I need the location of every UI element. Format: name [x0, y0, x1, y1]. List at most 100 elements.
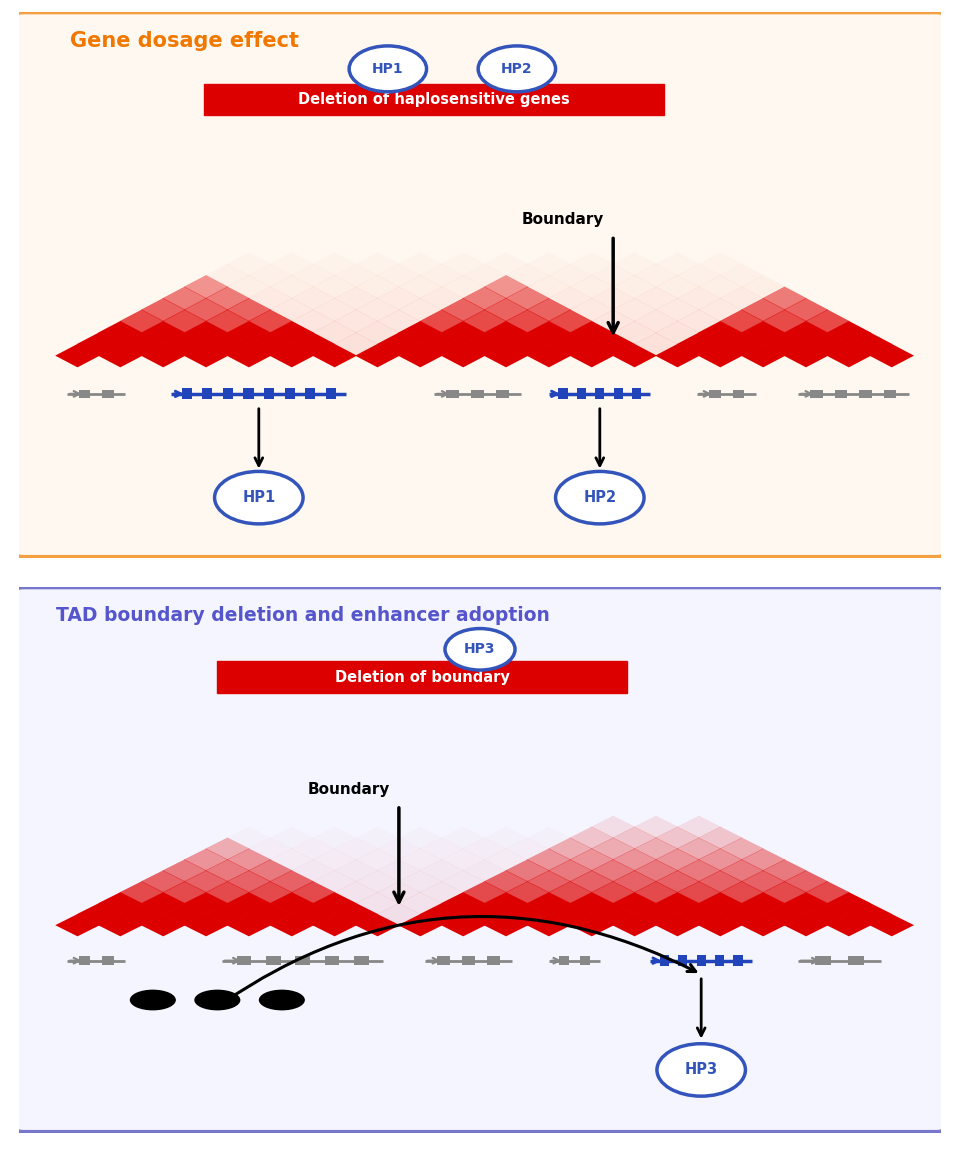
Polygon shape [677, 815, 721, 838]
Polygon shape [634, 859, 679, 882]
Polygon shape [527, 871, 571, 892]
Polygon shape [205, 332, 250, 355]
Bar [264, 389, 275, 399]
Polygon shape [719, 859, 764, 882]
Polygon shape [698, 321, 743, 344]
Polygon shape [376, 286, 421, 311]
Polygon shape [183, 275, 228, 299]
Polygon shape [291, 332, 335, 355]
Bar [678, 956, 687, 966]
Polygon shape [719, 286, 764, 311]
Polygon shape [591, 286, 636, 311]
Polygon shape [591, 837, 636, 860]
Polygon shape [548, 332, 592, 355]
Polygon shape [655, 321, 700, 344]
Polygon shape [205, 903, 250, 926]
Polygon shape [205, 837, 250, 860]
Polygon shape [398, 298, 443, 322]
Polygon shape [56, 914, 100, 936]
Polygon shape [270, 344, 314, 367]
Polygon shape [227, 344, 271, 367]
Bar [577, 389, 586, 399]
Polygon shape [783, 321, 828, 344]
Polygon shape [698, 914, 743, 936]
Polygon shape [762, 881, 806, 904]
Polygon shape [612, 321, 657, 344]
FancyBboxPatch shape [10, 584, 950, 1135]
Polygon shape [698, 871, 743, 892]
Polygon shape [398, 914, 443, 936]
Polygon shape [183, 914, 228, 936]
Polygon shape [591, 859, 636, 882]
Polygon shape [463, 309, 507, 332]
Polygon shape [355, 914, 399, 936]
Polygon shape [527, 298, 571, 322]
Polygon shape [655, 298, 700, 322]
Polygon shape [376, 309, 421, 332]
Bar [835, 390, 847, 398]
Polygon shape [634, 815, 679, 838]
Polygon shape [355, 298, 399, 322]
Polygon shape [312, 321, 357, 344]
Polygon shape [248, 309, 293, 332]
Polygon shape [420, 859, 464, 882]
Ellipse shape [259, 990, 305, 1011]
Polygon shape [141, 892, 185, 914]
Polygon shape [655, 344, 700, 367]
Bar [559, 389, 567, 399]
Polygon shape [805, 309, 850, 332]
Bar [244, 389, 253, 399]
Polygon shape [248, 859, 293, 882]
Polygon shape [612, 298, 657, 322]
Polygon shape [527, 321, 571, 344]
Bar [488, 957, 500, 965]
Polygon shape [162, 309, 207, 332]
Polygon shape [420, 903, 464, 926]
Polygon shape [119, 903, 164, 926]
Polygon shape [741, 892, 785, 914]
Bar [354, 957, 369, 965]
Polygon shape [98, 344, 143, 367]
Polygon shape [569, 849, 614, 871]
Polygon shape [612, 849, 657, 871]
Polygon shape [376, 881, 421, 904]
Polygon shape [569, 298, 614, 322]
Polygon shape [741, 914, 785, 936]
Polygon shape [98, 321, 143, 344]
Ellipse shape [130, 990, 176, 1011]
Polygon shape [634, 286, 679, 311]
Polygon shape [634, 881, 679, 904]
Polygon shape [548, 286, 592, 311]
Polygon shape [870, 914, 914, 936]
Polygon shape [569, 827, 614, 849]
Polygon shape [741, 298, 785, 322]
Polygon shape [677, 859, 721, 882]
Polygon shape [484, 871, 528, 892]
Polygon shape [312, 871, 357, 892]
Polygon shape [183, 871, 228, 892]
Circle shape [556, 472, 644, 524]
Polygon shape [698, 827, 743, 849]
Polygon shape [655, 849, 700, 871]
Polygon shape [248, 881, 293, 904]
Polygon shape [548, 903, 592, 926]
Polygon shape [162, 859, 207, 882]
Bar [102, 957, 113, 965]
Polygon shape [376, 859, 421, 882]
Polygon shape [634, 837, 679, 860]
Polygon shape [398, 892, 443, 914]
Polygon shape [227, 849, 271, 871]
Text: Boundary: Boundary [307, 782, 390, 797]
Bar [203, 389, 212, 399]
Polygon shape [827, 914, 871, 936]
Polygon shape [783, 298, 828, 322]
Polygon shape [548, 837, 592, 860]
Bar [560, 957, 569, 965]
Polygon shape [827, 344, 871, 367]
Polygon shape [162, 903, 207, 926]
Polygon shape [77, 332, 121, 355]
Bar [697, 956, 706, 966]
Polygon shape [291, 309, 335, 332]
Circle shape [657, 1044, 745, 1096]
Polygon shape [205, 881, 250, 904]
